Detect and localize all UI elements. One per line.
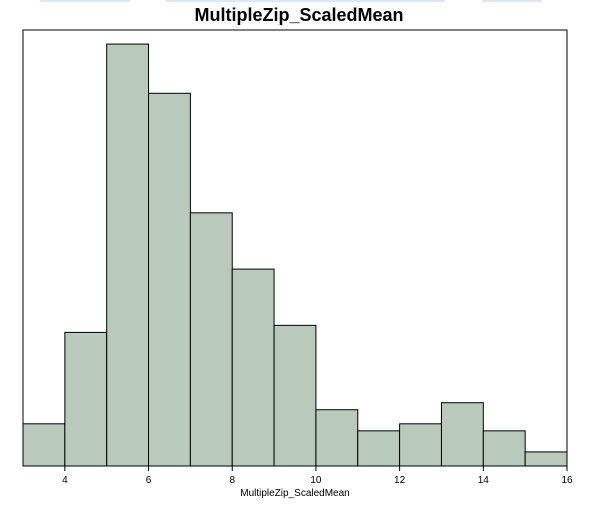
histogram-bar (106, 43, 150, 467)
histogram-bar (22, 423, 66, 467)
x-axis-label: MultipleZip_ScaledMean (240, 488, 350, 499)
histogram-bar (315, 409, 359, 467)
x-tick-label: 8 (229, 475, 235, 486)
top-strip-segment (482, 0, 542, 2)
histogram-bar (482, 430, 526, 467)
x-tick-label: 16 (561, 475, 573, 486)
x-tick-label: 14 (478, 475, 490, 486)
chart-title: MultipleZip_ScaledMean (194, 5, 404, 25)
histogram-bar (148, 92, 191, 467)
histogram-bar (273, 324, 317, 467)
histogram-bar (231, 268, 275, 467)
histogram-bar (189, 212, 233, 467)
x-tick-label: 10 (310, 475, 322, 486)
histogram-bar (64, 331, 108, 467)
x-tick-label: 6 (146, 475, 152, 486)
histogram-bar (357, 430, 401, 467)
histogram-bar (399, 423, 442, 467)
top-strip-segment (165, 0, 445, 2)
x-tick-label: 4 (62, 475, 68, 486)
histogram-bar (524, 451, 568, 467)
histogram-bar (440, 402, 484, 467)
x-tick-label: 12 (394, 475, 406, 486)
top-strip-segment (40, 0, 130, 2)
